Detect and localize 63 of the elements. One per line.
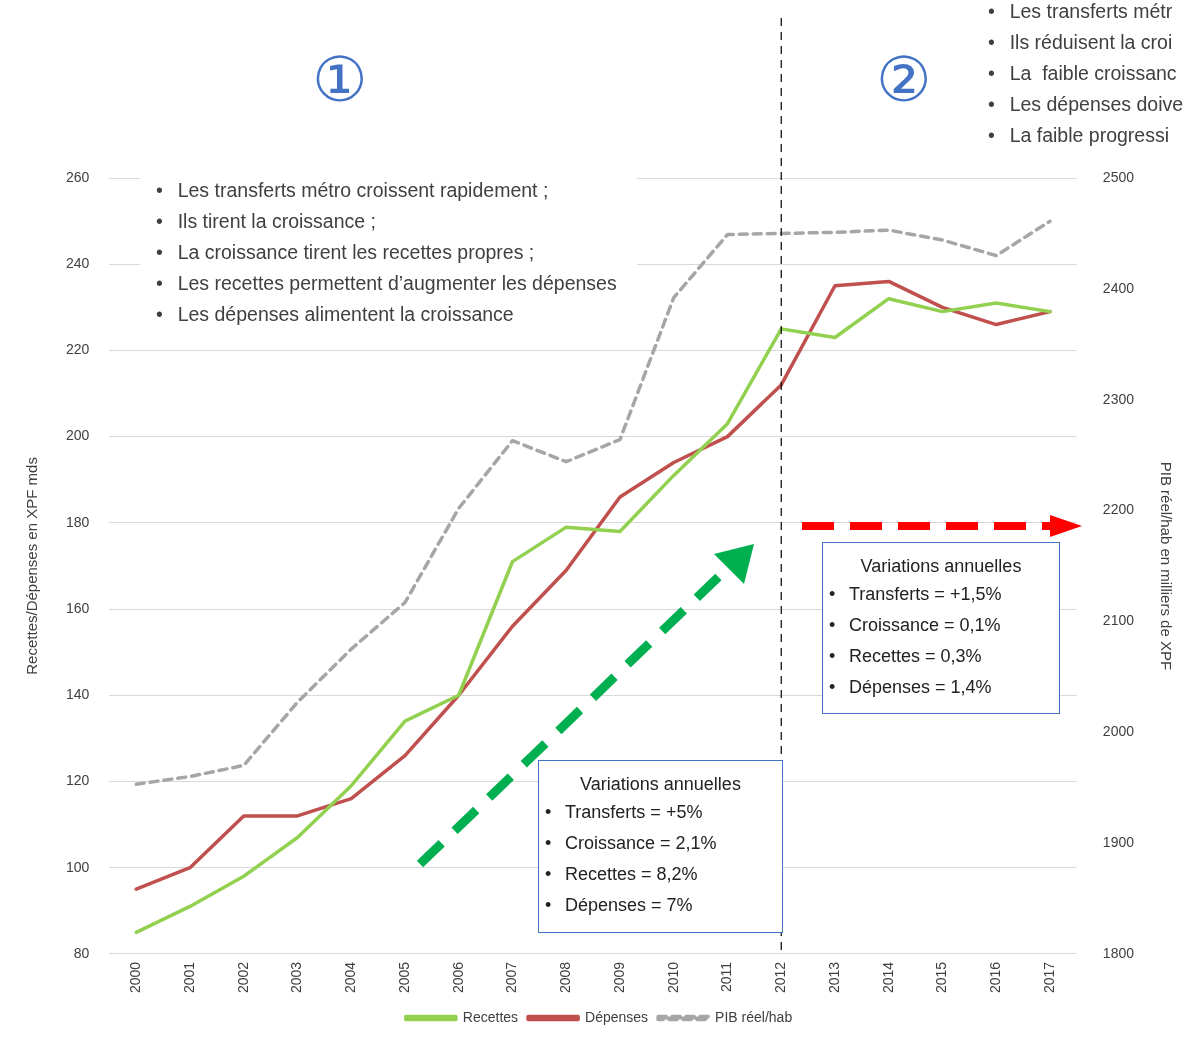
annotation: • Dépenses = 1,4% bbox=[829, 677, 992, 697]
y-tick-label: 80 bbox=[73, 944, 90, 961]
x-tick-label: 2014 bbox=[879, 961, 896, 994]
y-tick-label: 240 bbox=[66, 255, 90, 272]
y-tick-label: 260 bbox=[66, 168, 90, 185]
x-tick-label: 2011 bbox=[718, 961, 735, 992]
annotation: • Ils tirent la croissance ; bbox=[156, 210, 376, 232]
x-tick-label: 2000 bbox=[127, 961, 144, 994]
y2-tick-label: 2000 bbox=[1102, 723, 1135, 740]
y-tick-label: 220 bbox=[66, 341, 90, 358]
legend-label: Recettes bbox=[462, 1008, 519, 1025]
y-axis-title: Recettes/Dépenses en XPF mds bbox=[23, 457, 41, 675]
annotation: Variations annuelles bbox=[860, 556, 1022, 576]
text: • Les dépenses doive bbox=[988, 93, 1184, 115]
x-tick-label: 2004 bbox=[342, 961, 359, 994]
annotation: • La croissance tirent les recettes propres ; bbox=[156, 241, 535, 263]
y-tick-label: 180 bbox=[66, 513, 90, 530]
x-tick-label: 2003 bbox=[288, 961, 305, 994]
annotation: • Croissance = 0,1% bbox=[829, 615, 1001, 635]
y2-tick-label: 1800 bbox=[1102, 944, 1135, 961]
x-tick-label: 2017 bbox=[1040, 961, 1057, 994]
text: • La faible croissanc bbox=[988, 62, 1177, 84]
y2-tick-label: 2500 bbox=[1102, 168, 1135, 185]
text: ② bbox=[876, 45, 932, 114]
x-tick-label: 2005 bbox=[395, 961, 412, 994]
annotation: • Recettes = 0,3% bbox=[829, 646, 982, 666]
y-tick-label: 120 bbox=[66, 772, 90, 789]
y-tick-label: 160 bbox=[66, 599, 90, 616]
x-tick-label: 2006 bbox=[449, 961, 466, 994]
x-tick-label: 2010 bbox=[664, 961, 681, 994]
annotation: • Dépenses = 7% bbox=[545, 895, 693, 915]
y-tick-label: 140 bbox=[66, 686, 90, 703]
annotation: • Transferts = +1,5% bbox=[829, 584, 1002, 604]
y2-tick-label: 2100 bbox=[1102, 612, 1135, 629]
text: • Ils réduisent la croi bbox=[988, 31, 1173, 53]
annotation: • Les dépenses alimentent la croissance bbox=[156, 303, 514, 325]
annotation: • Croissance = 2,1% bbox=[545, 833, 717, 853]
y2-tick-label: 2200 bbox=[1102, 501, 1135, 518]
x-tick-label: 2009 bbox=[610, 961, 627, 994]
y2-axis-title: PIB réel/hab en milliers de XPF bbox=[1157, 461, 1175, 671]
x-tick-label: 2013 bbox=[825, 961, 842, 994]
annotation: • Les recettes permettent d’augmenter les dépenses bbox=[156, 272, 617, 294]
x-tick-label: 2012 bbox=[772, 961, 789, 994]
y-tick-label: 200 bbox=[66, 427, 90, 444]
y2-tick-label: 2400 bbox=[1102, 279, 1135, 296]
annotation: Variations annuelles bbox=[580, 774, 741, 794]
y2-tick-label: 1900 bbox=[1102, 833, 1135, 850]
annotation: • Transferts = +5% bbox=[545, 802, 703, 822]
text: ① bbox=[312, 45, 368, 114]
legend-label: Dépenses bbox=[585, 1008, 649, 1025]
annotation: • Les transferts métro croissent rapidement ; bbox=[156, 179, 549, 201]
x-tick-label: 2002 bbox=[234, 961, 251, 994]
x-tick-label: 2001 bbox=[180, 961, 197, 994]
text: • Les transferts métr bbox=[988, 0, 1173, 22]
x-tick-label: 2016 bbox=[987, 961, 1004, 994]
x-tick-label: 2015 bbox=[933, 961, 950, 994]
x-tick-label: 2007 bbox=[503, 961, 520, 994]
text: • La faible progressi bbox=[988, 124, 1170, 146]
y-tick-label: 100 bbox=[66, 858, 90, 875]
x-tick-label: 2008 bbox=[557, 961, 574, 994]
y2-tick-label: 2300 bbox=[1102, 390, 1135, 407]
annotation: • Recettes = 8,2% bbox=[545, 864, 698, 884]
legend-label: PIB réel/hab bbox=[715, 1008, 793, 1025]
